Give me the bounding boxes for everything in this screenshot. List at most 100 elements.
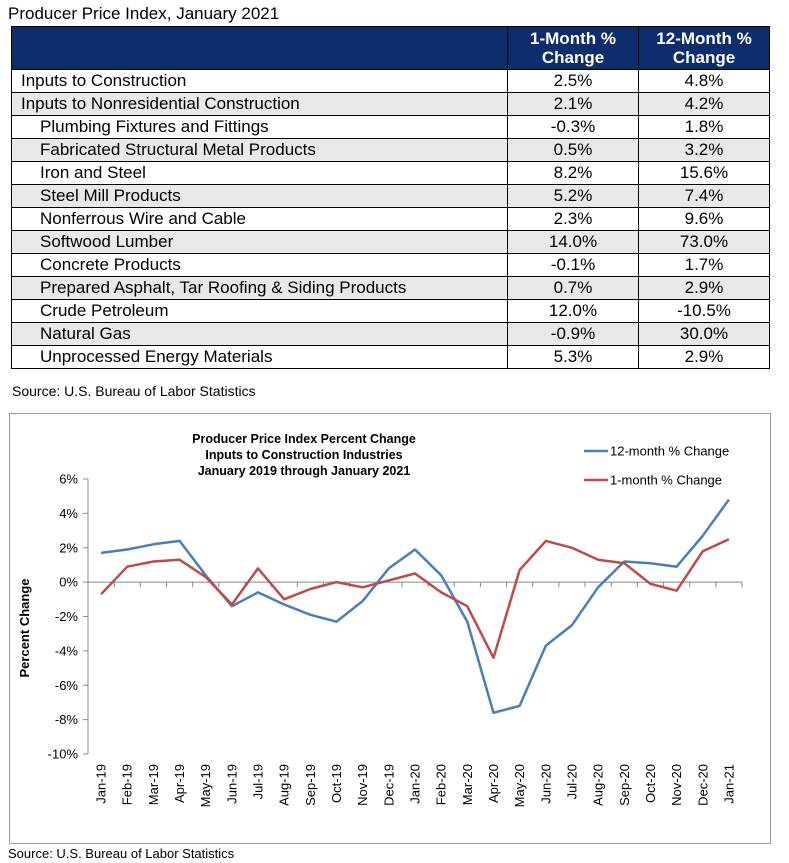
row-name: Plumbing Fixtures and Fittings xyxy=(11,115,508,139)
x-tick-label: Jan-19 xyxy=(94,764,109,804)
row-1-month: 2.1% xyxy=(507,92,639,116)
legend-label: 1-month % Change xyxy=(610,473,722,488)
table-row: Crude Petroleum 12.0% -10.5% xyxy=(11,299,770,323)
row-1-month: -0.1% xyxy=(507,253,639,277)
row-12-month: 15.6% xyxy=(638,161,770,185)
y-axis: 6% 4% 2% 0% -2% -4% -6% -8% -10% xyxy=(48,472,89,762)
row-name: Inputs to Construction xyxy=(11,69,508,93)
x-tick-label: Feb-20 xyxy=(434,764,449,805)
x-tick-label: May-20 xyxy=(512,764,527,807)
row-12-month: 4.8% xyxy=(638,69,770,93)
x-tick-label: Oct-20 xyxy=(643,764,658,803)
series-line-12-month xyxy=(100,498,730,715)
x-tick-label: Nov-20 xyxy=(669,764,684,806)
table-row: Prepared Asphalt, Tar Roofing & Siding P… xyxy=(11,276,770,300)
x-tick-label: Jun-20 xyxy=(538,764,553,804)
table-row: Inputs to Construction 2.5% 4.8% xyxy=(11,69,770,93)
header-12-month-line2: Change xyxy=(672,48,736,67)
row-name: Steel Mill Products xyxy=(11,184,508,208)
x-tick-label: Dec-20 xyxy=(695,764,710,806)
row-12-month: 30.0% xyxy=(638,322,770,346)
header-12-month-line1: 12-Month % xyxy=(656,29,752,48)
row-12-month: 1.8% xyxy=(638,115,770,139)
x-tick-label: Aug-20 xyxy=(591,764,606,806)
table-row: Inputs to Nonresidential Construction 2.1… xyxy=(11,92,770,116)
x-tick-label: Sep-19 xyxy=(303,764,318,806)
y-tick-label: -8% xyxy=(55,712,79,727)
header-12-month: 12-Month % Change xyxy=(638,26,770,70)
chart-title: Producer Price Index Percent Change Inpu… xyxy=(192,432,416,478)
y-tick-label: -6% xyxy=(55,678,79,693)
table-row: Iron and Steel 8.2% 15.6% xyxy=(11,161,770,185)
row-12-month: 7.4% xyxy=(638,184,770,208)
x-tick-label: Aug-19 xyxy=(277,764,292,806)
x-tick-label: Jan-21 xyxy=(721,764,736,804)
x-axis: Jan-19 Feb-19 Mar-19 Apr-19 May-19 Jun-19 Jul-… xyxy=(87,581,743,807)
row-12-month: 73.0% xyxy=(638,230,770,254)
row-1-month: 8.2% xyxy=(507,161,639,185)
x-tick-label: Mar-20 xyxy=(460,764,475,805)
row-1-month: 5.2% xyxy=(507,184,639,208)
x-tick-label: Mar-19 xyxy=(146,764,161,805)
legend-label: 12-month % Change xyxy=(610,444,729,459)
row-name: Unprocessed Energy Materials xyxy=(11,345,508,369)
x-tick-label: May-19 xyxy=(198,764,213,807)
row-name: Concrete Products xyxy=(11,253,508,277)
series-line-1-month xyxy=(100,538,730,660)
y-tick-label: -4% xyxy=(55,643,79,658)
row-1-month: 2.5% xyxy=(507,69,639,93)
y-tick-label: 6% xyxy=(59,472,78,487)
ppi-table: 1-Month % Change 12-Month % Change Input… xyxy=(11,26,770,369)
x-tick-label: Jul-20 xyxy=(564,764,579,799)
header-1-month: 1-Month % Change xyxy=(507,26,639,70)
y-tick-label: 2% xyxy=(59,540,78,555)
x-tick-label: Apr-19 xyxy=(172,764,187,803)
chart-container: Producer Price Index Percent Change Inpu… xyxy=(9,413,771,844)
y-tick-label: -2% xyxy=(55,609,79,624)
x-tick-label: Apr-20 xyxy=(486,764,501,803)
x-tick-label: Oct-19 xyxy=(329,764,344,803)
chart-title-line-3: January 2019 through January 2021 xyxy=(198,464,411,478)
header-1-month-line1: 1-Month % xyxy=(530,29,616,48)
table-row: Natural Gas -0.9% 30.0% xyxy=(11,322,770,346)
row-1-month: 14.0% xyxy=(507,230,639,254)
row-name: Nonferrous Wire and Cable xyxy=(11,207,508,231)
y-tick-label: 0% xyxy=(59,575,78,590)
chart-title-line-2: Inputs to Construction Industries xyxy=(205,448,402,462)
row-12-month: 9.6% xyxy=(638,207,770,231)
x-tick-label: Sep-20 xyxy=(617,764,632,806)
y-axis-label: Percent Change xyxy=(17,579,32,678)
row-name: Iron and Steel xyxy=(11,161,508,185)
row-12-month: 4.2% xyxy=(638,92,770,116)
table-row: Concrete Products -0.1% 1.7% xyxy=(11,253,770,277)
row-name: Softwood Lumber xyxy=(11,230,508,254)
table-title: Producer Price Index, January 2021 xyxy=(8,4,280,23)
x-tick-label: Dec-19 xyxy=(381,764,396,806)
header-blank xyxy=(11,26,508,70)
header-1-month-line2: Change xyxy=(541,48,605,67)
row-1-month: 0.5% xyxy=(507,138,639,162)
x-tick-label: Jan-20 xyxy=(408,764,423,804)
x-tick-label: Jul-19 xyxy=(251,764,266,799)
chart-source: Source: U.S. Bureau of Labor Statistics xyxy=(8,846,235,861)
row-1-month: 5.3% xyxy=(507,345,639,369)
row-12-month: 2.9% xyxy=(638,276,770,300)
row-1-month: 2.3% xyxy=(507,207,639,231)
table-row: Steel Mill Products 5.2% 7.4% xyxy=(11,184,770,208)
row-12-month: 1.7% xyxy=(638,253,770,277)
table-row: Fabricated Structural Metal Products 0.5%… xyxy=(11,138,770,162)
table-source: Source: U.S. Bureau of Labor Statistics xyxy=(12,383,256,399)
y-tick-label: 4% xyxy=(59,506,78,521)
row-name: Inputs to Nonresidential Construction xyxy=(11,92,508,116)
row-12-month: 2.9% xyxy=(638,345,770,369)
table-body: Inputs to Construction 2.5% 4.8% Inputs to … xyxy=(11,69,770,369)
x-tick-label: Jun-19 xyxy=(224,764,239,804)
table-row: Unprocessed Energy Materials 5.3% 2.9% xyxy=(11,345,770,369)
x-tick-label: Nov-19 xyxy=(355,764,370,806)
row-1-month: 0.7% xyxy=(507,276,639,300)
row-name: Prepared Asphalt, Tar Roofing & Siding P… xyxy=(11,276,508,300)
row-1-month: -0.9% xyxy=(507,322,639,346)
row-name: Natural Gas xyxy=(11,322,508,346)
line-chart: Producer Price Index Percent Change Inpu… xyxy=(17,432,743,807)
row-name: Crude Petroleum xyxy=(11,299,508,323)
